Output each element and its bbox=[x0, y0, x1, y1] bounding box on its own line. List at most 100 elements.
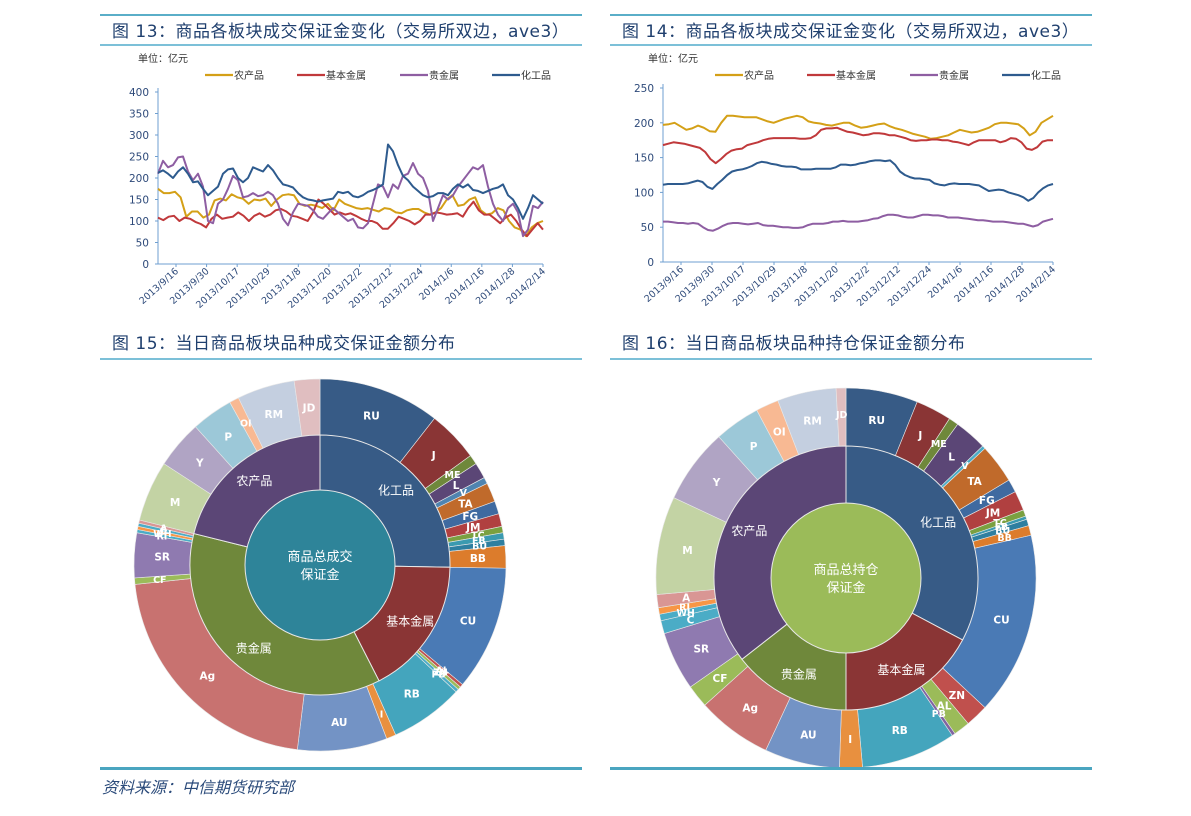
y-tick-label: 250 bbox=[129, 152, 149, 164]
segment-label: OI bbox=[240, 418, 252, 429]
segment-label: PB bbox=[431, 670, 445, 681]
segment-label: TA bbox=[967, 476, 982, 488]
sector-label: 化工品 bbox=[920, 516, 956, 530]
figure-14: 图 14：商品各板块成交保证金变化（交易所双边，ave3） 单位：亿元农产品 基本… bbox=[610, 14, 1092, 326]
segment-label: CF bbox=[713, 673, 728, 685]
center-label: 保证金 bbox=[300, 567, 339, 583]
y-tick-label: 250 bbox=[634, 83, 654, 95]
sector-label: 基本金属 bbox=[386, 613, 434, 628]
segment-label: A bbox=[160, 523, 168, 534]
segment-label: V bbox=[460, 488, 468, 499]
source-note: 资料来源：中信期货研究部 bbox=[102, 778, 295, 797]
segment-label: I bbox=[380, 710, 384, 721]
segment-label: TA bbox=[458, 498, 473, 510]
y-tick-label: 0 bbox=[142, 259, 149, 271]
segment-label: ME bbox=[931, 439, 947, 450]
segment-label: M bbox=[170, 497, 180, 509]
segment-label: FB bbox=[995, 522, 1009, 533]
segment-label: Y bbox=[712, 477, 721, 489]
sector-label: 基本金属 bbox=[877, 662, 925, 677]
segment-label: TC bbox=[471, 530, 484, 541]
legend-item: 基本金属 bbox=[836, 69, 876, 82]
segment-label: C bbox=[687, 615, 695, 627]
segment-label: RM bbox=[265, 409, 284, 421]
y-tick-label: 400 bbox=[129, 87, 149, 99]
segment-label: L bbox=[948, 451, 955, 463]
legend-item: 农产品 bbox=[744, 69, 774, 82]
segment-label: Ag bbox=[742, 702, 758, 714]
bottom-rule-right bbox=[610, 767, 1092, 770]
segment-label: AL bbox=[436, 665, 449, 676]
segment-label: PB bbox=[932, 709, 946, 720]
series-line bbox=[662, 126, 1053, 165]
series-line bbox=[157, 143, 544, 220]
series-line bbox=[663, 213, 1054, 232]
segment-label: AL bbox=[937, 701, 952, 713]
segment-label: J bbox=[431, 450, 436, 462]
sector-label: 农产品 bbox=[236, 474, 272, 488]
bottom-rule-left bbox=[100, 767, 582, 770]
segment-label: Ag bbox=[199, 671, 215, 683]
segment-label: P bbox=[750, 441, 758, 453]
segment-label: P bbox=[224, 431, 232, 443]
segment-label: WH bbox=[153, 529, 171, 540]
series-line bbox=[662, 114, 1054, 140]
figure-13-title: 图 13：商品各板块成交保证金变化（交易所双边，ave3） bbox=[100, 14, 582, 46]
legend-item: 化工品 bbox=[521, 69, 551, 82]
segment-label: TC bbox=[993, 518, 1006, 529]
segment-label: CU bbox=[993, 615, 1009, 627]
segment-label: ME bbox=[445, 470, 461, 481]
center-hub bbox=[244, 489, 396, 641]
segment-label: JD bbox=[302, 402, 316, 414]
center-hub bbox=[770, 502, 922, 654]
segment-label: BB bbox=[997, 533, 1011, 544]
segment-label: CF bbox=[153, 575, 166, 586]
segment-label: RB bbox=[404, 689, 420, 701]
y-tick-label: 300 bbox=[129, 130, 149, 142]
figure-16-title: 图 16：当日商品板块品种持仓保证金额分布 bbox=[610, 328, 1092, 360]
series-line bbox=[662, 159, 1054, 202]
segment-label: SR bbox=[693, 644, 709, 656]
segment-label: M bbox=[682, 545, 692, 557]
y-tick-label: 100 bbox=[634, 187, 654, 199]
legend-item: 农产品 bbox=[234, 69, 264, 82]
segment-label: I bbox=[848, 734, 852, 746]
segment-label: RI bbox=[679, 602, 690, 613]
segment-label: C bbox=[160, 526, 167, 537]
segment-label: L bbox=[453, 480, 460, 492]
segment-label: RI bbox=[156, 532, 167, 543]
segment-label: FB bbox=[472, 536, 486, 547]
segment-label: BB bbox=[470, 553, 486, 565]
segment-label: V bbox=[961, 461, 969, 472]
segment-label: J bbox=[917, 430, 922, 442]
segment-label: RU bbox=[868, 415, 885, 427]
segment-label: CU bbox=[460, 615, 476, 627]
figure-15: 图 15：当日商品板块品种成交保证金额分布 RU J ME L V TA FG JM TC FB B… bbox=[100, 328, 582, 768]
y-tick-label: 0 bbox=[647, 257, 654, 269]
y-tick-label: 100 bbox=[129, 216, 149, 228]
segment-label: AU bbox=[331, 717, 347, 729]
segment-label: Y bbox=[195, 457, 204, 469]
unit-label: 单位：亿元 bbox=[648, 52, 698, 65]
y-tick-label: 350 bbox=[129, 109, 149, 121]
segment-label: SR bbox=[154, 552, 170, 564]
sector-label: 贵金属 bbox=[781, 667, 817, 682]
y-tick-label: 50 bbox=[641, 222, 654, 234]
figure-15-title: 图 15：当日商品板块品种成交保证金额分布 bbox=[100, 328, 582, 360]
segment-label: WH bbox=[676, 608, 694, 619]
segment-label: RM bbox=[803, 416, 822, 428]
figure-16: 图 16：当日商品板块品种持仓保证金额分布 RU J ME L V TA FG JM TC FB B… bbox=[610, 328, 1092, 768]
figure-14-title: 图 14：商品各板块成交保证金变化（交易所双边，ave3） bbox=[610, 14, 1092, 46]
center-label: 商品总持仓 bbox=[813, 563, 878, 578]
legend-item: 贵金属 bbox=[939, 69, 969, 82]
segment-label: JD bbox=[835, 410, 848, 421]
segment-label: BU bbox=[995, 526, 1010, 537]
unit-label: 单位：亿元 bbox=[138, 52, 188, 65]
y-tick-label: 200 bbox=[129, 173, 149, 185]
sector-label: 农产品 bbox=[731, 524, 767, 538]
segment-label: ZN bbox=[949, 690, 965, 702]
legend-item: 化工品 bbox=[1031, 69, 1061, 82]
